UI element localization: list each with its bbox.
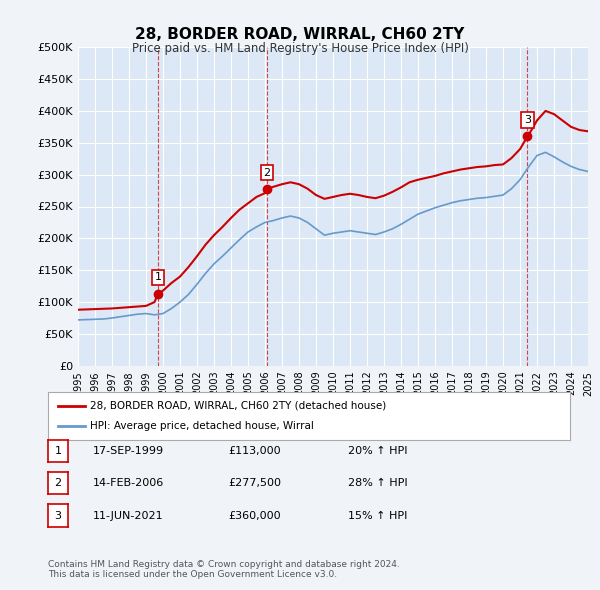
Text: £277,500: £277,500 bbox=[228, 478, 281, 488]
Text: 17-SEP-1999: 17-SEP-1999 bbox=[93, 446, 164, 455]
Text: 2: 2 bbox=[263, 168, 271, 178]
Text: 1: 1 bbox=[55, 446, 61, 455]
Text: 11-JUN-2021: 11-JUN-2021 bbox=[93, 511, 164, 520]
Text: Price paid vs. HM Land Registry's House Price Index (HPI): Price paid vs. HM Land Registry's House … bbox=[131, 42, 469, 55]
Text: 3: 3 bbox=[55, 511, 61, 520]
Text: 15% ↑ HPI: 15% ↑ HPI bbox=[348, 511, 407, 520]
Text: £360,000: £360,000 bbox=[228, 511, 281, 520]
Text: 14-FEB-2006: 14-FEB-2006 bbox=[93, 478, 164, 488]
Text: £113,000: £113,000 bbox=[228, 446, 281, 455]
Text: 3: 3 bbox=[524, 115, 531, 125]
Text: HPI: Average price, detached house, Wirral: HPI: Average price, detached house, Wirr… bbox=[90, 421, 314, 431]
Text: 28, BORDER ROAD, WIRRAL, CH60 2TY (detached house): 28, BORDER ROAD, WIRRAL, CH60 2TY (detac… bbox=[90, 401, 386, 411]
Text: 28% ↑ HPI: 28% ↑ HPI bbox=[348, 478, 407, 488]
Text: 20% ↑ HPI: 20% ↑ HPI bbox=[348, 446, 407, 455]
Text: 28, BORDER ROAD, WIRRAL, CH60 2TY: 28, BORDER ROAD, WIRRAL, CH60 2TY bbox=[136, 27, 464, 41]
Text: Contains HM Land Registry data © Crown copyright and database right 2024.
This d: Contains HM Land Registry data © Crown c… bbox=[48, 560, 400, 579]
Text: 2: 2 bbox=[55, 478, 61, 488]
Text: 1: 1 bbox=[155, 273, 161, 283]
